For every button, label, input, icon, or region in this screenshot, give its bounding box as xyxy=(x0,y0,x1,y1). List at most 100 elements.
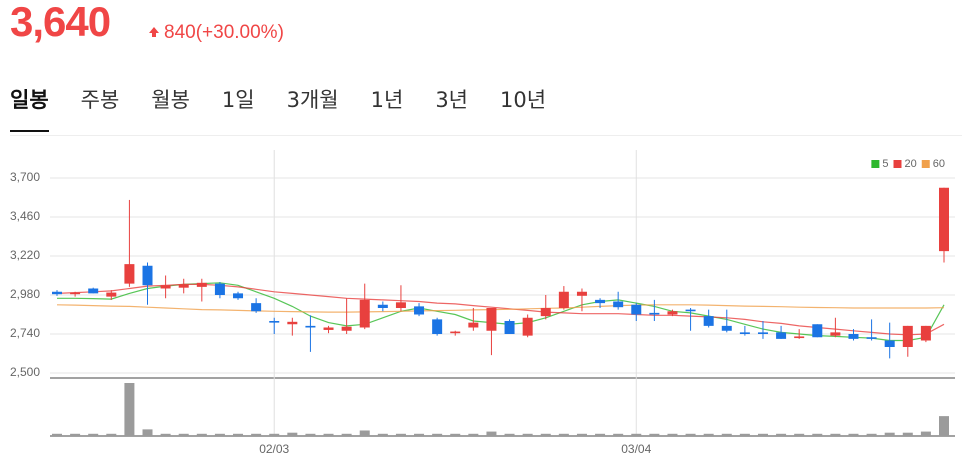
volume-bar xyxy=(486,431,497,436)
candle-body xyxy=(468,322,479,328)
moving-average-line xyxy=(57,282,945,342)
volume-bar xyxy=(269,433,280,436)
candle-body xyxy=(142,265,153,286)
volume-bar xyxy=(341,433,352,436)
candle-body xyxy=(305,325,316,328)
volume-bar xyxy=(287,432,298,436)
candle-body xyxy=(920,325,931,341)
volume-bar xyxy=(214,433,225,436)
volume-bar xyxy=(595,433,606,436)
volume-bar xyxy=(377,433,388,436)
volume-bar xyxy=(88,433,99,436)
volume-bar xyxy=(450,433,461,436)
period-tab[interactable]: 일봉 xyxy=(10,84,49,132)
candle-body xyxy=(757,332,768,334)
volume-bar xyxy=(414,433,425,436)
x-tick-label: 02/03 xyxy=(259,442,289,454)
y-tick-label: 2,980 xyxy=(10,287,40,301)
volume-bar xyxy=(359,430,370,436)
y-tick-label: 3,220 xyxy=(10,248,40,262)
candle-body xyxy=(504,321,515,334)
volume-bar xyxy=(757,433,768,436)
volume-bar xyxy=(323,433,334,436)
candle-body xyxy=(52,291,62,295)
legend-label: 20 xyxy=(905,158,917,170)
candle-body xyxy=(160,285,171,289)
candle-body xyxy=(432,319,443,334)
volume-bar xyxy=(124,383,135,436)
volume-bar xyxy=(522,433,533,436)
period-tab[interactable]: 1일 xyxy=(221,88,255,112)
candle-body xyxy=(341,326,352,331)
volume-bar xyxy=(812,433,823,436)
volume-bar xyxy=(540,433,551,436)
volume-bar xyxy=(739,433,750,436)
period-tab[interactable]: 월봉 xyxy=(151,88,190,112)
volume-bar xyxy=(558,433,569,436)
legend-swatch xyxy=(921,160,930,168)
volume-bar xyxy=(178,433,189,436)
volume-bar xyxy=(613,433,624,436)
candle-body xyxy=(450,331,461,334)
legend-label: 5 xyxy=(882,158,888,170)
period-tab[interactable]: 1년 xyxy=(370,88,404,112)
period-tab[interactable]: 10년 xyxy=(500,88,547,112)
candle-body xyxy=(631,304,642,315)
volume-bar xyxy=(703,433,714,436)
separator xyxy=(10,135,962,136)
up-arrow-icon xyxy=(149,27,159,37)
candle-body xyxy=(902,325,913,347)
x-tick-label: 03/04 xyxy=(621,442,651,454)
period-tab[interactable]: 3년 xyxy=(435,88,468,112)
candle-body xyxy=(196,282,207,287)
candle-body xyxy=(522,317,533,336)
candle-body xyxy=(287,321,298,325)
volume-bar xyxy=(848,433,859,436)
volume-bar xyxy=(830,433,841,436)
period-tab[interactable]: 주봉 xyxy=(80,88,120,112)
period-tab[interactable]: 3개월 xyxy=(286,88,339,112)
candle-body xyxy=(233,293,244,299)
volume-bar xyxy=(160,433,171,436)
candle-body xyxy=(359,299,370,328)
volume-bar xyxy=(776,433,787,436)
candle-body xyxy=(613,301,624,308)
volume-bar xyxy=(142,429,153,436)
candle-body xyxy=(576,291,587,296)
volume-bar xyxy=(884,432,895,436)
candle-body xyxy=(377,304,388,308)
candle-body xyxy=(794,336,805,339)
volume-bar xyxy=(432,433,443,436)
volume-bar xyxy=(395,433,406,436)
current-price: 3,640 xyxy=(10,0,111,45)
volume-bar xyxy=(649,433,660,436)
candle-body xyxy=(124,264,135,284)
volume-bar xyxy=(902,432,913,436)
volume-bar xyxy=(251,433,262,436)
y-tick-label: 2,500 xyxy=(10,365,40,379)
candle-body xyxy=(414,306,425,315)
volume-bar xyxy=(106,433,117,436)
volume-bar xyxy=(305,433,316,436)
volume-bar xyxy=(685,433,696,436)
volume-bar xyxy=(233,433,244,436)
volume-bar xyxy=(631,433,642,436)
price-change: 840(+30.00%) xyxy=(164,22,284,43)
legend-label: 60 xyxy=(933,158,945,170)
candle-body xyxy=(866,337,877,339)
legend-swatch xyxy=(893,160,902,168)
candle-body xyxy=(70,292,81,295)
volume-bar xyxy=(52,433,62,436)
volume-bar xyxy=(794,433,805,436)
candle-body xyxy=(214,283,225,295)
moving-average-line xyxy=(56,304,945,313)
volume-bar xyxy=(920,431,931,436)
y-tick-label: 2,740 xyxy=(10,326,40,340)
candle-body xyxy=(540,308,551,317)
volume-bar xyxy=(196,433,207,436)
volume-bar xyxy=(667,433,678,436)
candle-body xyxy=(667,311,678,315)
volume-bar xyxy=(866,433,877,436)
